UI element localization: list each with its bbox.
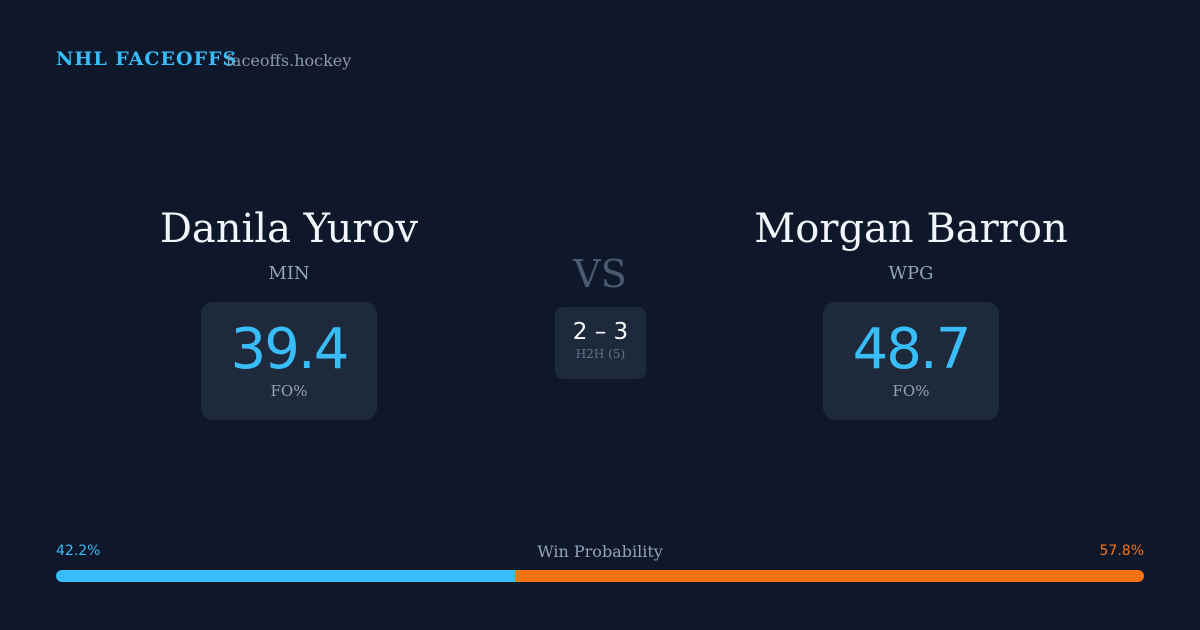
win-prob-label: 57.8%	[1099, 543, 1144, 559]
h2h-score: 2 – 3	[572, 319, 629, 345]
win-prob-label: 42.2%	[56, 543, 101, 559]
stat-card: 48.7 FO%	[823, 302, 999, 420]
win-prob-title: Win Probability	[537, 542, 663, 561]
site-name: faceoffs.hockey	[226, 51, 352, 70]
stat-label: FO%	[270, 382, 308, 400]
brand: NHL FACEOFFS	[56, 48, 238, 70]
faceoff-pct: 39.4	[230, 317, 350, 382]
win-prob-bar	[56, 570, 1144, 582]
stat-label: FO%	[892, 382, 930, 400]
player-name: Morgan Barron	[754, 206, 1068, 252]
vs-label: VS	[573, 252, 627, 296]
stat-card: 39.4 FO%	[201, 302, 377, 420]
player-name: Danila Yurov	[159, 206, 419, 252]
team: MIN	[268, 263, 310, 284]
win-prob-segment	[515, 570, 1144, 582]
win-prob-segment	[56, 570, 516, 582]
team: WPG	[888, 263, 934, 284]
faceoff-pct: 48.7	[852, 317, 972, 382]
h2h-label: H2H (5)	[575, 347, 626, 361]
h2h-card: 2 – 3 H2H (5)	[555, 307, 646, 379]
